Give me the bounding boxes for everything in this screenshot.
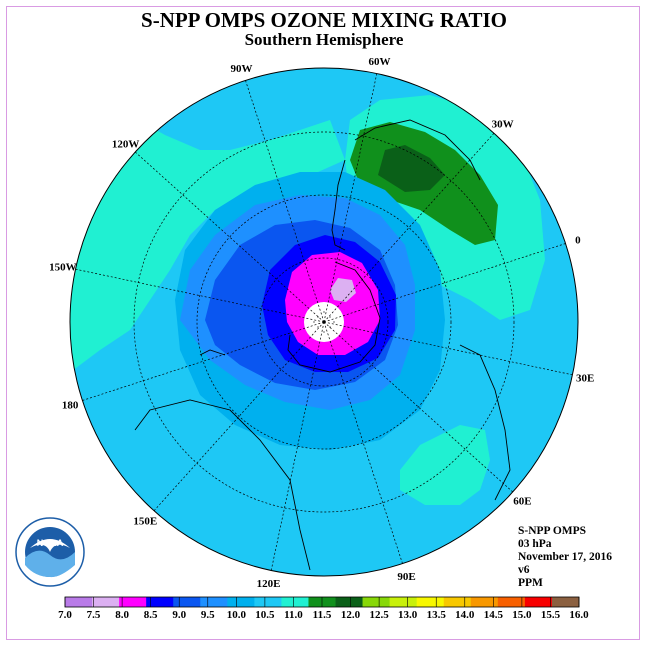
longitude-label: 30W bbox=[492, 119, 514, 131]
colorbar-swatch bbox=[335, 597, 363, 607]
info-units: PPM bbox=[518, 577, 543, 589]
longitude-label: 120W bbox=[112, 138, 140, 150]
field-12 bbox=[378, 145, 445, 192]
colorbar-swatch bbox=[254, 597, 282, 607]
colorbar-label: 14.5 bbox=[484, 609, 504, 621]
longitude-label: 60E bbox=[513, 496, 531, 508]
longitude-labels: 90W 60W 30W 0 30E 60E 90E 120E 150E 180 150W 120W bbox=[49, 56, 594, 590]
colorbar-label: 9.5 bbox=[201, 609, 215, 621]
colorbar-label: 10.0 bbox=[227, 609, 247, 621]
colorbar-swatch bbox=[200, 597, 228, 607]
longitude-label: 30E bbox=[576, 373, 594, 385]
south-america-north-coast bbox=[354, 119, 481, 181]
info-pressure-level: 03 hPa bbox=[518, 538, 552, 550]
field-7-5 bbox=[330, 278, 356, 302]
colorbar-swatch bbox=[389, 597, 417, 607]
info-instrument: S-NPP OMPS bbox=[518, 525, 587, 537]
noaa-logo-text: NOAA bbox=[37, 538, 64, 548]
longitude-label: 150E bbox=[133, 515, 157, 527]
map-subtitle: Southern Hemisphere bbox=[244, 30, 404, 49]
lat-circle-2 bbox=[196, 194, 452, 450]
colorbar-label: 7.0 bbox=[58, 609, 72, 621]
product-info: S-NPP OMPS 03 hPa November 17, 2016 v6 P… bbox=[518, 525, 612, 590]
colorbar-label: 13.0 bbox=[398, 609, 418, 621]
colorbar-swatch bbox=[497, 597, 526, 607]
longitude-label: 90E bbox=[397, 571, 415, 583]
colorbar-label: 8.5 bbox=[144, 609, 158, 621]
colorbar-swatch bbox=[227, 597, 255, 607]
colorbar-label: 12.0 bbox=[341, 609, 361, 621]
map-border bbox=[69, 67, 579, 577]
colorbar-label: 8.0 bbox=[115, 609, 129, 621]
longitude-label: 0 bbox=[575, 234, 581, 246]
colorbar-swatch bbox=[146, 597, 174, 607]
colorbar-label: 15.0 bbox=[512, 609, 532, 621]
colorbar-label: 16.0 bbox=[569, 609, 589, 621]
field-11-south bbox=[400, 425, 490, 505]
colorbar-label: 14.0 bbox=[455, 609, 475, 621]
pole-dots bbox=[313, 311, 335, 333]
colorbar-swatch bbox=[443, 597, 472, 607]
south-america-coast bbox=[331, 159, 346, 251]
lat-circle-3 bbox=[133, 131, 515, 513]
info-date: November 17, 2016 bbox=[518, 551, 613, 563]
longitude-label: 150W bbox=[49, 261, 77, 273]
map-title: S-NPP OMPS OZONE MIXING RATIO bbox=[141, 8, 507, 32]
colorbar-swatch bbox=[92, 597, 120, 607]
colorbar-label: 11.5 bbox=[313, 609, 332, 621]
africa-coast bbox=[459, 344, 511, 501]
coastlines bbox=[134, 119, 511, 571]
field-11-west bbox=[70, 110, 345, 380]
australia-coast bbox=[134, 399, 311, 571]
colorbar-swatch bbox=[362, 597, 390, 607]
colorbar-label: 7.5 bbox=[87, 609, 101, 621]
noaa-logo: NOAA bbox=[15, 517, 85, 587]
colorbar-swatch bbox=[173, 597, 201, 607]
colorbar-label: 10.5 bbox=[255, 609, 275, 621]
longitude-label: 180 bbox=[62, 400, 79, 412]
lat-circle-1 bbox=[259, 257, 389, 387]
colorbar-swatch bbox=[281, 597, 309, 607]
colorbar-swatch bbox=[524, 597, 553, 607]
colorbar-label: 13.5 bbox=[427, 609, 447, 621]
graticule bbox=[75, 73, 573, 571]
antarctica-coast bbox=[287, 261, 381, 373]
colorbar-label: 9.0 bbox=[172, 609, 186, 621]
longitude-label: 60W bbox=[369, 56, 391, 68]
colorbar-swatch bbox=[551, 597, 580, 607]
new-zealand-coast bbox=[199, 349, 226, 356]
info-version: v6 bbox=[518, 564, 530, 576]
colorbar-swatch bbox=[470, 597, 499, 607]
longitude-label: 90W bbox=[230, 63, 252, 75]
colorbar-swatch bbox=[65, 597, 93, 607]
colorbar-label: 15.5 bbox=[541, 609, 561, 621]
colorbar: 7.0 7.5 8.0 8.5 9.0 9.5 10.0 10.5 11.0 11.5 12.0 12… bbox=[58, 596, 589, 621]
colorbar-label: 11.0 bbox=[284, 609, 303, 621]
ozone-field bbox=[70, 68, 578, 576]
colorbar-swatch bbox=[416, 597, 445, 607]
longitude-label: 120E bbox=[257, 578, 281, 590]
figure-frame bbox=[6, 6, 640, 640]
colorbar-swatch bbox=[119, 597, 147, 607]
colorbar-label: 12.5 bbox=[369, 609, 389, 621]
